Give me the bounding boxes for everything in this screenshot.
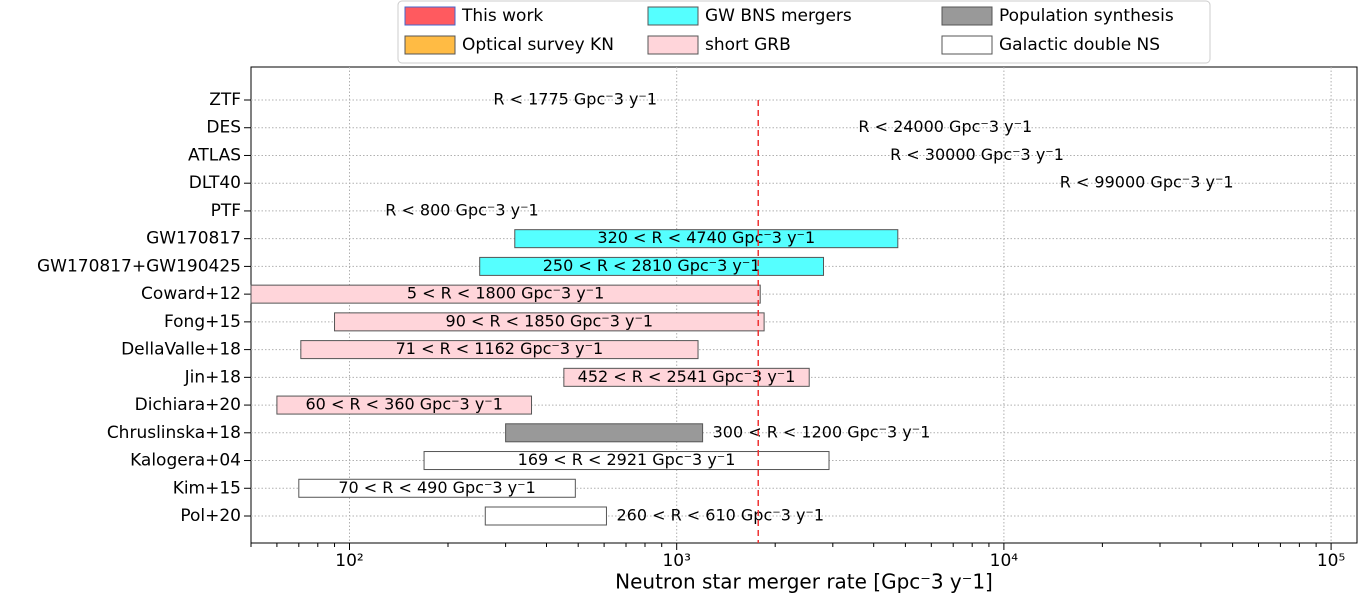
y-tick-label: Kalogera+04 [130, 451, 241, 471]
y-tick-label: Coward+12 [141, 284, 241, 304]
y-tick-label: Chruslinska+18 [107, 423, 241, 443]
y-tick-label: ATLAS [188, 145, 241, 165]
y-tick-label: Fong+15 [164, 312, 241, 332]
legend-label: short GRB [705, 35, 791, 55]
range-label: 260 < R < 610 Gpc⁻3 y⁻1 [616, 506, 824, 525]
y-tick-label: GW170817 [146, 229, 241, 249]
x-tick-label: 10³ [662, 551, 690, 571]
range-label: 5 < R < 1800 Gpc⁻3 y⁻1 [407, 284, 604, 303]
y-tick-label: Pol+20 [180, 506, 241, 526]
range-bar [484, 506, 607, 526]
range-bar [276, 395, 533, 415]
x-axis-label: Neutron star merger rate [Gpc⁻3 y⁻1] [615, 570, 993, 594]
range-bar [514, 229, 899, 249]
y-tick-label: DES [206, 118, 241, 138]
y-tick-label: PTF [211, 201, 241, 221]
range-bar [423, 451, 830, 471]
legend-swatch [404, 35, 456, 55]
legend-label: Galactic double NS [999, 35, 1160, 55]
range-bar [479, 256, 825, 276]
legend-box [397, 0, 1211, 64]
x-tick-label: 10⁵ [1317, 551, 1345, 571]
limit-label: R < 30000 Gpc⁻3 y⁻1 [890, 145, 1064, 164]
limit-label: R < 24000 Gpc⁻3 y⁻1 [858, 117, 1032, 136]
y-tick-label: DellaValle+18 [121, 340, 241, 360]
range-label: 300 < R < 1200 Gpc⁻3 y⁻1 [713, 422, 931, 441]
limit-label: R < 800 Gpc⁻3 y⁻1 [385, 200, 538, 219]
legend-swatch [941, 35, 993, 55]
range-label: 250 < R < 2810 Gpc⁻3 y⁻1 [543, 256, 761, 275]
range-bar [334, 312, 765, 332]
legend-swatch [647, 35, 699, 55]
legend-label: Optical survey KN [462, 35, 614, 55]
range-label: 70 < R < 490 Gpc⁻3 y⁻1 [338, 478, 535, 497]
range-bar [300, 340, 699, 360]
legend-swatch [404, 6, 456, 26]
limit-label: R < 99000 Gpc⁻3 y⁻1 [1060, 173, 1234, 192]
plot-frame [250, 66, 1358, 544]
x-tick-label: 10⁴ [990, 551, 1019, 571]
y-tick-label: GW170817+GW190425 [37, 256, 241, 276]
range-label: 71 < R < 1162 Gpc⁻3 y⁻1 [396, 339, 604, 358]
range-bar [298, 478, 576, 498]
y-tick-label: Jin+18 [184, 367, 241, 387]
range-bar [250, 284, 761, 304]
legend-label: Population synthesis [999, 6, 1174, 26]
legend-label: GW BNS mergers [705, 6, 852, 26]
legend-swatch [647, 6, 699, 26]
range-bar [563, 367, 810, 387]
range-label: 60 < R < 360 Gpc⁻3 y⁻1 [306, 395, 503, 414]
y-tick-label: Dichiara+20 [135, 395, 241, 415]
legend-swatch [941, 6, 993, 26]
x-tick-label: 10² [335, 551, 363, 571]
y-tick-label: Kim+15 [173, 478, 241, 498]
range-label: 452 < R < 2541 Gpc⁻3 y⁻1 [578, 367, 796, 386]
range-label: 90 < R < 1850 Gpc⁻3 y⁻1 [446, 311, 654, 330]
legend-label: This work [461, 6, 543, 26]
limit-label: R < 1775 Gpc⁻3 y⁻1 [493, 90, 657, 109]
range-label: 320 < R < 4740 Gpc⁻3 y⁻1 [597, 228, 815, 247]
y-tick-label: DLT40 [189, 173, 241, 193]
range-bar [505, 423, 704, 443]
range-label: 169 < R < 2921 Gpc⁻3 y⁻1 [518, 450, 736, 469]
y-tick-label: ZTF [209, 90, 241, 110]
